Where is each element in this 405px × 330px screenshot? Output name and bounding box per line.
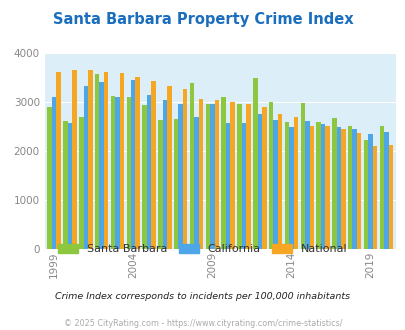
Bar <box>367 134 372 249</box>
Bar <box>320 124 324 249</box>
Bar <box>268 102 273 249</box>
Bar <box>167 86 171 249</box>
Bar <box>142 105 147 249</box>
Bar <box>300 103 304 249</box>
Bar <box>99 82 104 249</box>
Bar <box>131 80 135 249</box>
Bar <box>52 97 56 249</box>
Bar <box>47 107 52 249</box>
Bar <box>162 100 167 249</box>
Bar <box>63 120 68 249</box>
Bar <box>72 71 77 249</box>
Bar <box>111 96 115 249</box>
Bar <box>115 97 119 249</box>
Bar <box>135 77 140 249</box>
Bar <box>119 73 124 249</box>
Bar <box>205 104 209 249</box>
Bar <box>383 132 388 249</box>
Bar <box>284 121 288 249</box>
Bar <box>209 104 214 249</box>
Bar <box>331 117 336 249</box>
Bar <box>230 102 234 249</box>
Bar <box>79 117 83 249</box>
Text: Santa Barbara Property Crime Index: Santa Barbara Property Crime Index <box>53 12 352 26</box>
Bar <box>245 104 250 249</box>
Text: © 2025 CityRating.com - https://www.cityrating.com/crime-statistics/: © 2025 CityRating.com - https://www.city… <box>64 319 341 328</box>
Bar <box>237 104 241 249</box>
Bar <box>68 123 72 249</box>
Bar <box>388 145 392 249</box>
Bar <box>104 72 108 249</box>
Bar <box>147 94 151 249</box>
Bar <box>261 107 266 249</box>
Bar <box>221 97 225 249</box>
Bar <box>189 83 194 249</box>
Text: Crime Index corresponds to incidents per 100,000 inhabitants: Crime Index corresponds to incidents per… <box>55 292 350 301</box>
Bar <box>151 81 156 249</box>
Bar <box>288 127 293 249</box>
Bar <box>340 129 345 249</box>
Bar <box>352 129 356 249</box>
Bar <box>198 99 203 249</box>
Bar <box>324 126 329 249</box>
Bar <box>309 126 313 249</box>
Bar <box>225 123 230 249</box>
Bar <box>126 97 131 249</box>
Bar <box>183 89 187 249</box>
Bar <box>83 86 88 249</box>
Bar <box>293 116 297 249</box>
Bar <box>194 116 198 249</box>
Bar <box>356 133 360 249</box>
Bar <box>347 126 352 249</box>
Bar <box>174 119 178 249</box>
Bar <box>372 146 376 249</box>
Bar <box>363 140 367 249</box>
Bar <box>304 121 309 249</box>
Bar <box>95 74 99 249</box>
Bar <box>315 122 320 249</box>
Legend: Santa Barbara, California, National: Santa Barbara, California, National <box>54 239 351 258</box>
Bar <box>158 119 162 249</box>
Bar <box>336 127 340 249</box>
Bar <box>241 122 245 249</box>
Bar <box>178 104 183 249</box>
Bar <box>56 72 61 249</box>
Bar <box>273 119 277 249</box>
Bar <box>252 78 257 249</box>
Bar <box>257 114 261 249</box>
Bar <box>88 70 92 249</box>
Bar <box>379 126 383 249</box>
Bar <box>214 100 219 249</box>
Bar <box>277 114 281 249</box>
